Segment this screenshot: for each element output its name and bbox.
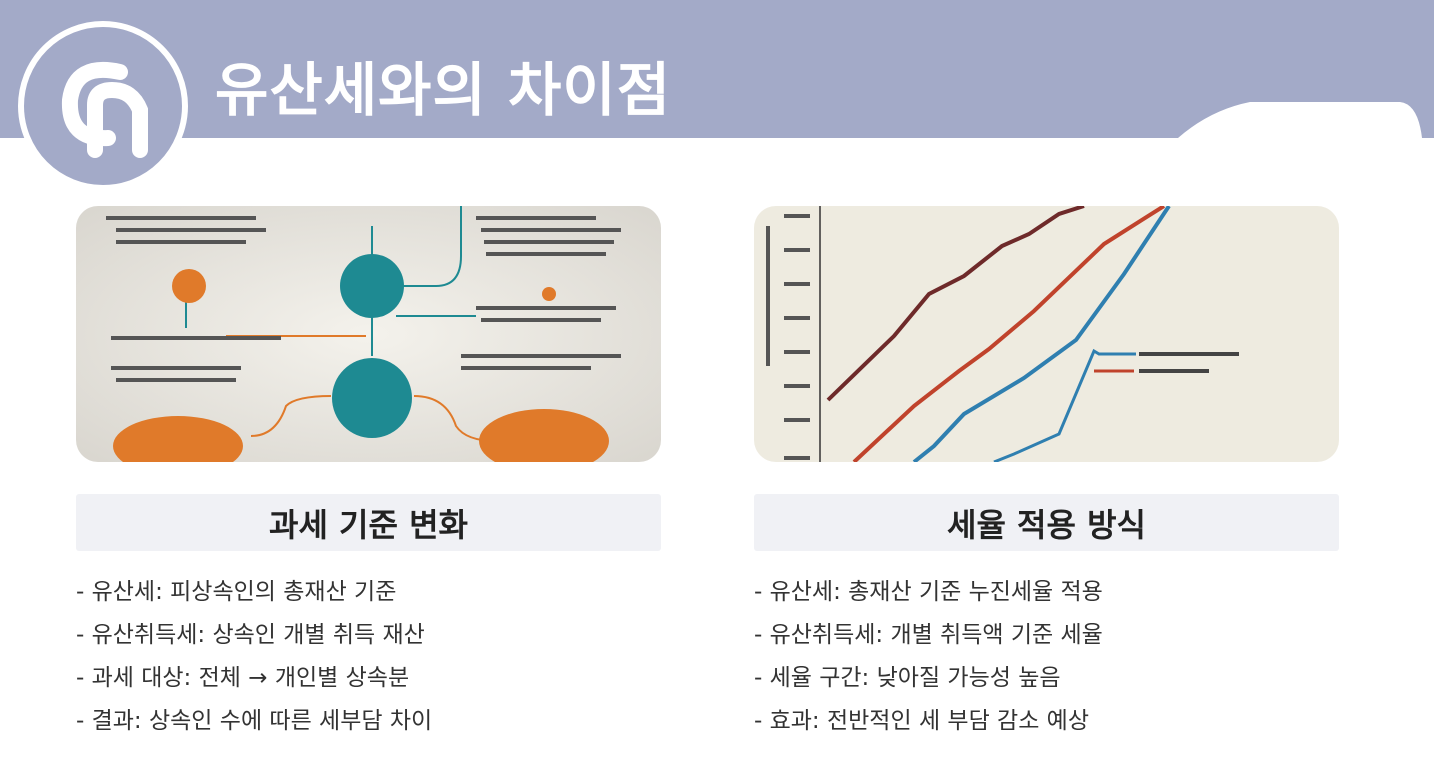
- bullet-item: - 결과: 상속인 수에 따른 세부담 차이: [76, 708, 433, 734]
- bullet-list: - 유산세: 총재산 기준 누진세율 적용 - 유산취득세: 개별 취득액 기준 …: [754, 577, 1339, 749]
- section-heading: 세율 적용 방식: [754, 494, 1339, 551]
- header-band: [0, 0, 1434, 191]
- logo-mark: [87, 81, 148, 158]
- column: 과세 기준 변화 - 유산세: 피상속인의 총재산 기준 - 유산취득세: 상속인…: [76, 206, 661, 749]
- chart-image: [754, 206, 1339, 462]
- header-shape: [0, 0, 1434, 138]
- bullet-item: - 유산취득세: 상속인 개별 취득 재산: [76, 622, 425, 648]
- bullet-list: - 유산세: 피상속인의 총재산 기준 - 유산취득세: 상속인 개별 취득 재산…: [76, 577, 661, 749]
- bullet-item: - 효과: 전반적인 세 부담 감소 예상: [754, 708, 1089, 734]
- column: 세율 적용 방식 - 유산세: 총재산 기준 누진세율 적용 - 유산취득세: 개…: [754, 206, 1339, 749]
- title: 유산세와의 차이점: [215, 56, 672, 124]
- section-heading: 과세 기준 변화: [76, 494, 661, 551]
- bullet-item: - 과세 대상: 전체 → 개인별 상속분: [76, 665, 410, 691]
- bullet-item: - 유산세: 총재산 기준 누진세율 적용: [754, 579, 1103, 605]
- bullet-item: - 유산취득세: 개별 취득액 기준 세율: [754, 622, 1103, 648]
- bullet-item: - 유산세: 피상속인의 총재산 기준: [76, 579, 397, 605]
- bullet-item: - 세율 구간: 낮아질 가능성 높음: [754, 665, 1061, 691]
- diagram-image: [76, 206, 661, 462]
